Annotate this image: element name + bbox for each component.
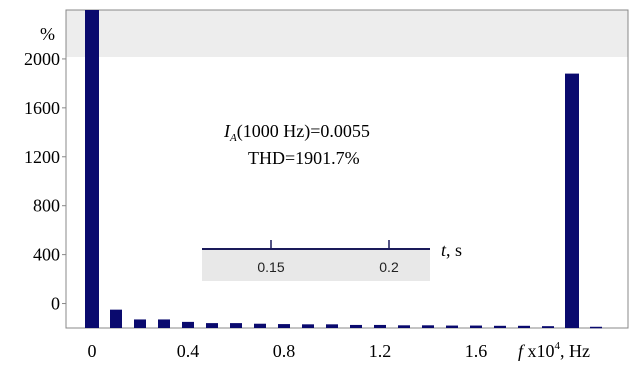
annotation-sub: A (229, 132, 237, 144)
bar (350, 324, 362, 328)
bar (134, 319, 146, 328)
x-axis-label: f x104, Hz (518, 340, 590, 361)
bar (158, 319, 170, 328)
bar (206, 323, 218, 328)
time-inset: 0.15 0.2 t, s (202, 240, 462, 281)
bar (374, 324, 386, 328)
y-tick-label: 800 (33, 196, 60, 216)
x-tick-label: 0.4 (177, 341, 200, 361)
x-axis-label-mult: x10 (523, 341, 555, 361)
y-tick-label: 0 (51, 294, 60, 314)
bar (326, 324, 338, 328)
bar (446, 325, 458, 328)
time-inset-tick-label-1: 0.15 (257, 259, 284, 275)
y-tick-label: 1200 (24, 147, 60, 167)
bar (278, 324, 290, 328)
annotation-var: I (223, 121, 231, 141)
bar (590, 326, 602, 329)
annotation-rest: (1000 Hz)=0.0055 (237, 121, 370, 142)
y-tick-label: 2000 (24, 49, 60, 69)
annotation-line-2: THD=1901.7% (248, 148, 360, 168)
bar (565, 73, 579, 328)
bar (302, 324, 314, 328)
annotation-line-1: IA(1000 Hz)=0.0055 (223, 121, 370, 144)
bar (422, 325, 434, 328)
x-tick-label: 0.8 (273, 341, 296, 361)
bar (542, 326, 554, 328)
time-inset-label-var: t (441, 240, 447, 260)
y-axis-label: % (40, 24, 55, 44)
x-axis-label-var: f (518, 341, 526, 361)
bar (470, 325, 482, 328)
y-tick-labels: 0 400 800 1200 1600 2000 (24, 49, 66, 314)
bar-series (85, 10, 602, 329)
bar (398, 325, 410, 328)
y-tick-label: 400 (33, 245, 60, 265)
x-tick-labels: 0 0.4 0.8 1.2 1.6 (88, 341, 488, 361)
bar (494, 325, 506, 328)
x-axis-label-exp: 4 (555, 340, 561, 352)
header-band (66, 10, 628, 57)
time-inset-bg (202, 249, 430, 281)
x-axis-label-unit: , Hz (560, 341, 590, 361)
bar (110, 309, 122, 328)
time-inset-label-unit: , s (446, 240, 462, 260)
bar (230, 323, 242, 328)
bar (182, 321, 194, 328)
x-tick-label: 1.6 (465, 341, 488, 361)
x-tick-label: 0 (88, 341, 97, 361)
bar (518, 325, 530, 328)
time-inset-tick-label-2: 0.2 (379, 259, 399, 275)
time-inset-label: t, s (441, 240, 462, 260)
bar (85, 10, 99, 328)
x-tick-label: 1.2 (369, 341, 392, 361)
bar (254, 323, 266, 328)
y-tick-label: 1600 (24, 98, 60, 118)
